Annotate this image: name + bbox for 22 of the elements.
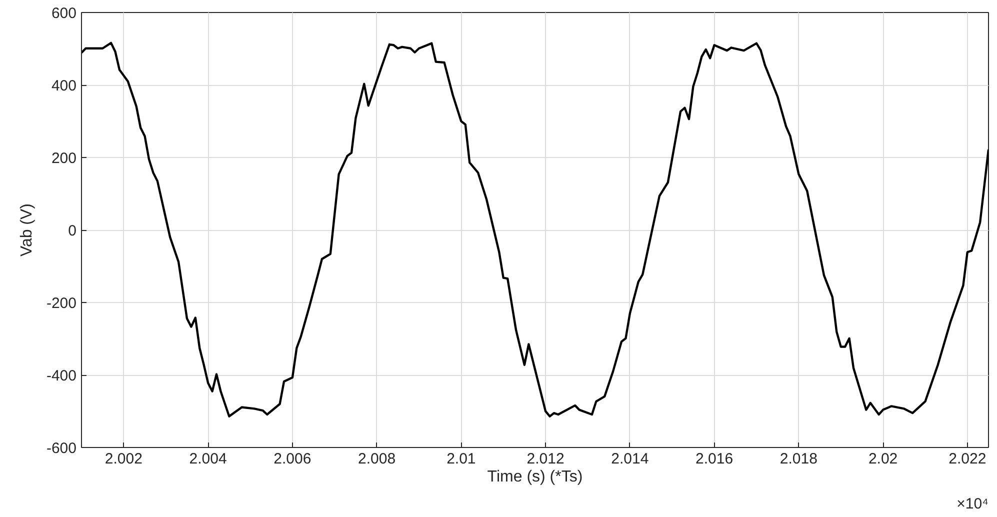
x-tick-label: 2.016: [696, 450, 734, 468]
text: ×10⁴: [956, 496, 988, 512]
x-tick-label: 2.008: [358, 450, 396, 468]
x-tick-label: 2.014: [611, 450, 649, 468]
x-tick-label: 2.006: [274, 450, 312, 468]
y-tick-label: 0: [68, 222, 76, 240]
y-axis-title: Vab (V): [18, 203, 36, 257]
x-tick-label: 2.022: [948, 450, 986, 468]
x-tick-label: 2.002: [104, 450, 142, 468]
y-tick-label: -200: [46, 295, 77, 312]
y-tick-label: 400: [51, 78, 77, 94]
y-tick-label: 200: [51, 150, 77, 167]
y-tick-label: 600: [51, 5, 77, 22]
line-series: [82, 42, 988, 418]
y-tick-label: -400: [46, 368, 77, 384]
x-tick-label: 2.012: [526, 450, 564, 468]
x-tick-label: 2.004: [189, 450, 227, 468]
x-tick-label: 2.018: [780, 450, 818, 468]
x-tick-label: 2.02: [868, 450, 898, 468]
x-tick-label: 2.01: [446, 450, 476, 468]
x-axis-title: Time (s) (*Ts): [487, 468, 583, 486]
y-tick-label: -600: [46, 440, 77, 457]
